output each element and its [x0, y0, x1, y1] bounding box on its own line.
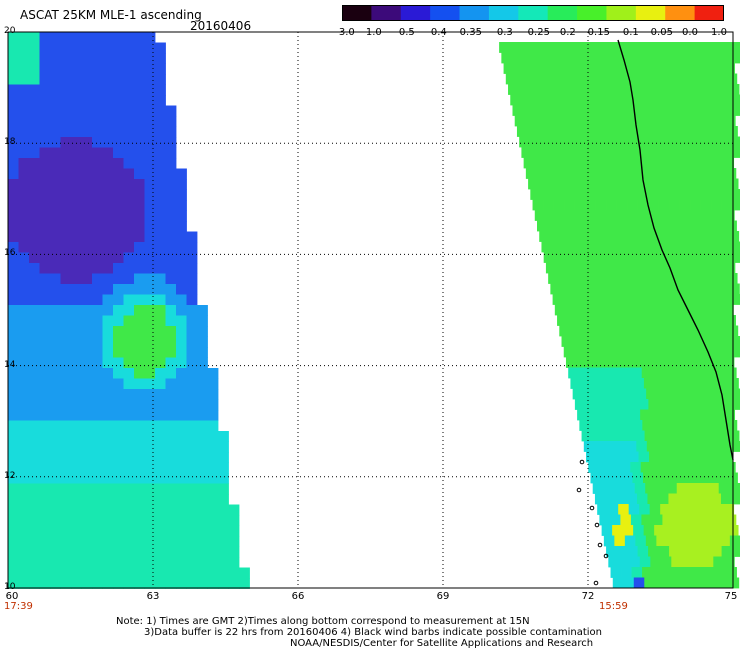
latitude-label: 16 — [4, 248, 16, 259]
island — [589, 505, 595, 511]
swath-east — [499, 42, 740, 589]
swath-west — [8, 32, 250, 589]
island — [576, 487, 582, 493]
latitude-label: 18 — [4, 137, 16, 148]
island — [594, 522, 600, 528]
colorbar-segment — [665, 5, 696, 21]
longitude-label: 66 — [291, 591, 305, 602]
longitude-label: 69 — [436, 591, 450, 602]
map-frame — [7, 31, 734, 589]
colorbar-segment — [342, 5, 372, 21]
colorbar-segment — [547, 5, 578, 21]
colorbar-segment — [694, 5, 724, 21]
coastline-path — [617, 39, 734, 461]
island — [579, 459, 585, 465]
colorbar-segment — [488, 5, 519, 21]
longitude-label: 60 — [5, 591, 19, 602]
pass-time-west: 17:39 — [4, 601, 33, 612]
island — [597, 542, 603, 548]
longitude-label: 72 — [581, 591, 595, 602]
colorbar-segment — [400, 5, 431, 21]
longitude-label: 63 — [146, 591, 160, 602]
lat-lon-grid — [8, 32, 733, 588]
colorbar-gradient — [342, 5, 724, 21]
note-line-2: 3)Data buffer is 22 hrs from 20160406 4)… — [144, 627, 602, 638]
colorbar-segment — [606, 5, 637, 21]
latitude-label: 20 — [4, 26, 16, 36]
colorbar — [342, 5, 724, 21]
colorbar-segment — [518, 5, 549, 21]
island — [593, 580, 599, 586]
island — [603, 553, 609, 559]
product-date: 20160406 — [190, 19, 252, 33]
colorbar-segment — [371, 5, 402, 21]
pass-time-east: 15:59 — [599, 601, 628, 612]
latitude-label: 10 — [4, 582, 16, 592]
longitude-label: 75 — [724, 591, 738, 602]
note-line-1: Note: 1) Times are GMT 2)Times along bot… — [116, 616, 530, 627]
note-line-3: NOAA/NESDIS/Center for Satellite Applica… — [290, 638, 594, 649]
product-title: ASCAT 25KM MLE-1 ascending — [20, 8, 202, 22]
latitude-label: 12 — [4, 470, 16, 481]
colorbar-segment — [635, 5, 666, 21]
latitude-label: 14 — [4, 359, 16, 370]
colorbar-segment — [577, 5, 607, 21]
colorbar-segment — [459, 5, 490, 21]
colorbar-segment — [430, 5, 461, 21]
coastline — [576, 39, 734, 586]
